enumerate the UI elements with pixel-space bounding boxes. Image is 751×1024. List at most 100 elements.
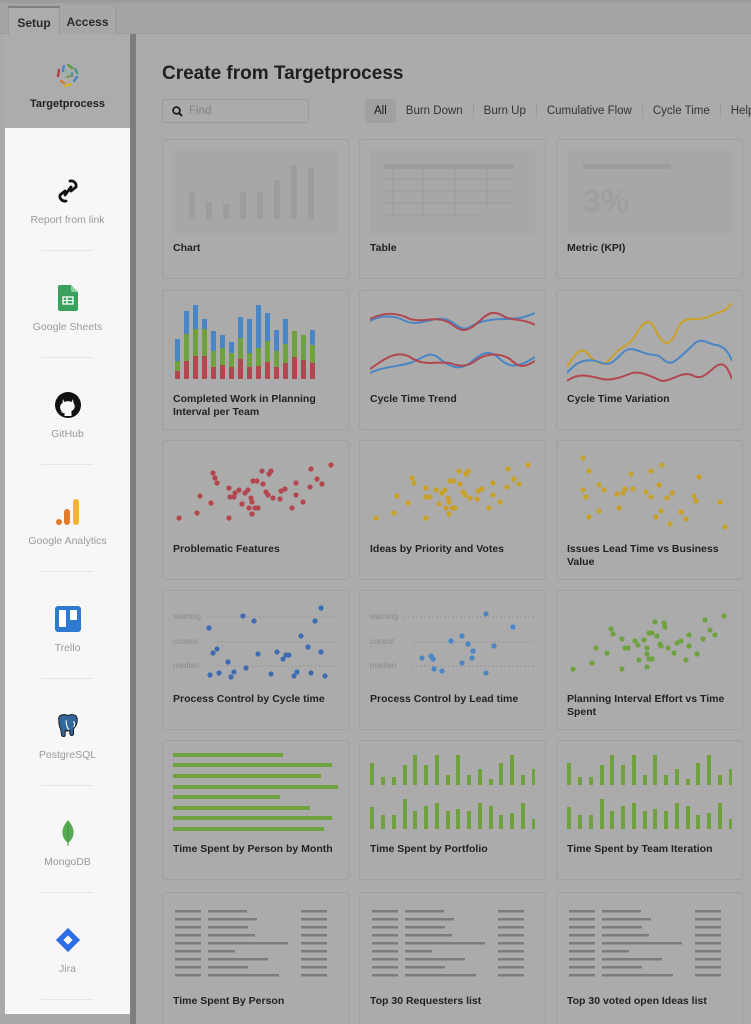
template-card-cycle-time-trend[interactable]: Cycle Time Trend [359, 290, 546, 430]
card-title: Planning Interval Effort vs Time Spent [567, 693, 725, 718]
source-sidebar: Targetprocess Report from link Google Sh… [5, 34, 130, 1014]
search-box[interactable] [162, 99, 309, 123]
divider [41, 464, 93, 465]
sidebar-item-google-sheets[interactable]: Google Sheets [5, 251, 130, 358]
scatter-chart-icon [176, 462, 334, 521]
card-title: Table [370, 242, 397, 254]
card-title: Problematic Features [173, 543, 280, 555]
card-title: Time Spent by Portfolio [370, 843, 488, 855]
card-title: Cycle Time Trend [370, 393, 457, 405]
scatter-chart-icon [580, 455, 728, 530]
template-card-problematic-features[interactable]: Problematic Features [162, 440, 349, 580]
search-icon [172, 105, 183, 117]
list-placeholder-icon [372, 910, 524, 977]
template-card-time-by-person[interactable]: Time Spent By Person [162, 892, 349, 1024]
vertical-bar-chart-icon [370, 755, 535, 829]
card-title: Time Spent by Person by Month [173, 843, 333, 855]
template-card-process-control-lead[interactable]: warning control median Process Control b… [359, 590, 546, 730]
tab-access[interactable]: Access [60, 6, 116, 37]
svg-text:median: median [370, 661, 396, 670]
template-card-table[interactable]: Table [359, 139, 546, 279]
sidebar-item-label: Trello [54, 642, 81, 654]
filter-cycle-time[interactable]: Cycle Time [652, 105, 710, 117]
bar-chart-placeholder-icon [173, 150, 338, 234]
template-card-chart[interactable]: Chart [162, 139, 349, 279]
sidebar-item-label: MongoDB [44, 856, 91, 868]
sidebar-item-jira[interactable]: Jira [5, 893, 130, 1000]
sidebar-scrollbar[interactable] [130, 34, 136, 1024]
category-filter-bar: All Burn Down Burn Up Cumulative Flow Cy… [365, 99, 751, 123]
sidebar-item-trello[interactable]: Trello [5, 572, 130, 679]
filter-all[interactable]: All [365, 99, 396, 123]
divider [41, 892, 93, 893]
card-title: Completed Work in Planning Interval per … [173, 393, 316, 418]
search-input[interactable] [189, 105, 299, 117]
filter-burn-down[interactable]: Burn Down [405, 105, 463, 117]
template-card-time-by-team-iteration[interactable]: Time Spent by Team Iteration [556, 740, 743, 880]
template-card-planning-effort[interactable]: Planning Interval Effort vs Time Spent [556, 590, 743, 730]
template-card-process-control-cycle[interactable]: warning control median Process Control b… [162, 590, 349, 730]
template-card-top-voted-ideas[interactable]: Top 30 voted open Ideas list [556, 892, 743, 1024]
divider [641, 104, 643, 118]
line-chart-icon [370, 311, 535, 374]
svg-text:median: median [173, 661, 199, 670]
template-card-time-by-portfolio[interactable]: Time Spent by Portfolio [359, 740, 546, 880]
divider [719, 104, 721, 118]
card-title: Time Spent By Person [173, 995, 285, 1007]
template-card-cycle-time-variation[interactable]: Cycle Time Variation [556, 290, 743, 430]
card-title: Issues Lead Time vs Business Value [567, 543, 719, 568]
svg-text:warning: warning [370, 612, 398, 621]
template-card-top-requesters[interactable]: Top 30 Requesters list [359, 892, 546, 1024]
divider [41, 357, 93, 358]
template-card-metric-kpi[interactable]: 3% Metric (KPI) [556, 139, 743, 279]
sidebar-item-label: PostgreSQL [38, 749, 97, 761]
divider [41, 678, 93, 679]
tab-setup[interactable]: Setup [8, 6, 60, 37]
google-sheets-icon [55, 285, 81, 311]
sidebar-item-label: Google Analytics [28, 535, 107, 547]
top-tab-bar: Setup Access [0, 0, 751, 37]
sidebar-item-mongodb[interactable]: MongoDB [5, 786, 130, 893]
divider [472, 104, 474, 118]
google-analytics-icon [55, 499, 81, 525]
filter-cumulative-flow[interactable]: Cumulative Flow [546, 105, 632, 117]
trello-icon [54, 606, 81, 632]
line-chart-icon [567, 302, 732, 383]
control-chart-icon: warning control median [173, 605, 338, 680]
mongodb-icon [55, 820, 81, 846]
sidebar-item-github[interactable]: GitHub [5, 358, 130, 465]
filter-help-desk[interactable]: Help D [730, 105, 751, 117]
sidebar-item-postgresql[interactable]: PostgreSQL [5, 679, 130, 786]
card-title: Chart [173, 242, 201, 254]
sidebar-item-google-analytics[interactable]: Google Analytics [5, 465, 130, 572]
template-card-completed-work[interactable]: Completed Work in Planning Interval per … [162, 290, 349, 430]
divider [535, 104, 537, 118]
control-chart-icon: warning control median [370, 611, 535, 676]
card-title: Top 30 Requesters list [370, 995, 482, 1007]
divider [41, 250, 93, 251]
postgresql-icon [55, 713, 81, 739]
card-title: Ideas by Priority and Votes [370, 543, 505, 555]
card-title: Top 30 voted open Ideas list [567, 995, 707, 1007]
card-title: Metric (KPI) [567, 242, 626, 254]
vertical-bar-chart-icon [567, 755, 732, 829]
stacked-bar-chart-icon [175, 305, 315, 379]
svg-text:control: control [173, 637, 197, 646]
template-card-issues-lead-time[interactable]: Issues Lead Time vs Business Value [556, 440, 743, 580]
github-icon [54, 392, 81, 418]
sidebar-item-targetprocess[interactable]: Targetprocess [5, 34, 130, 128]
card-title: Process Control by Cycle time [173, 693, 325, 705]
sidebar-item-label: Google Sheets [32, 321, 103, 333]
sidebar-item-report-from-link[interactable]: Report from link [5, 144, 130, 251]
template-card-time-by-person-month[interactable]: Time Spent by Person by Month [162, 740, 349, 880]
list-placeholder-icon [175, 910, 327, 977]
scatter-chart-icon [373, 462, 531, 521]
list-placeholder-icon [569, 910, 721, 977]
svg-text:control: control [370, 637, 394, 646]
page-title: Create from Targetprocess [162, 63, 404, 84]
divider [41, 571, 93, 572]
template-card-ideas-priority-votes[interactable]: Ideas by Priority and Votes [359, 440, 546, 580]
svg-text:3%: 3% [583, 183, 629, 219]
targetprocess-logo-icon [56, 63, 78, 88]
filter-burn-up[interactable]: Burn Up [483, 105, 526, 117]
